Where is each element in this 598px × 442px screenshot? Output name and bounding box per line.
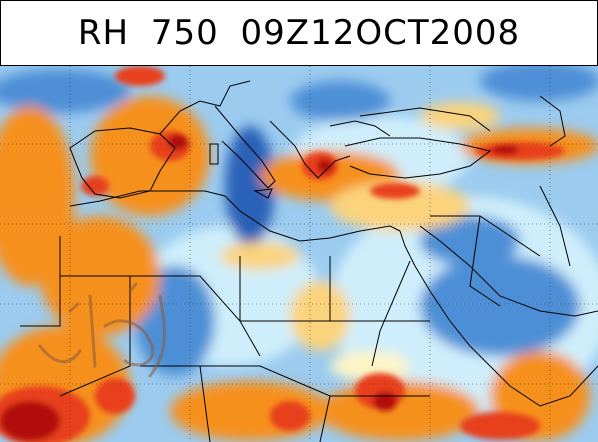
- map-title: RH 750 09Z12OCT2008: [77, 13, 521, 53]
- title-bar: RH 750 09Z12OCT2008: [0, 0, 598, 67]
- watermark-logo: [38, 282, 166, 378]
- graticule: [0, 66, 598, 442]
- map-area: [0, 66, 598, 442]
- coastlines: [20, 80, 598, 442]
- rh-field-layer: [0, 66, 598, 442]
- rh-dry-cores: [0, 66, 565, 442]
- rh-map: [0, 66, 598, 442]
